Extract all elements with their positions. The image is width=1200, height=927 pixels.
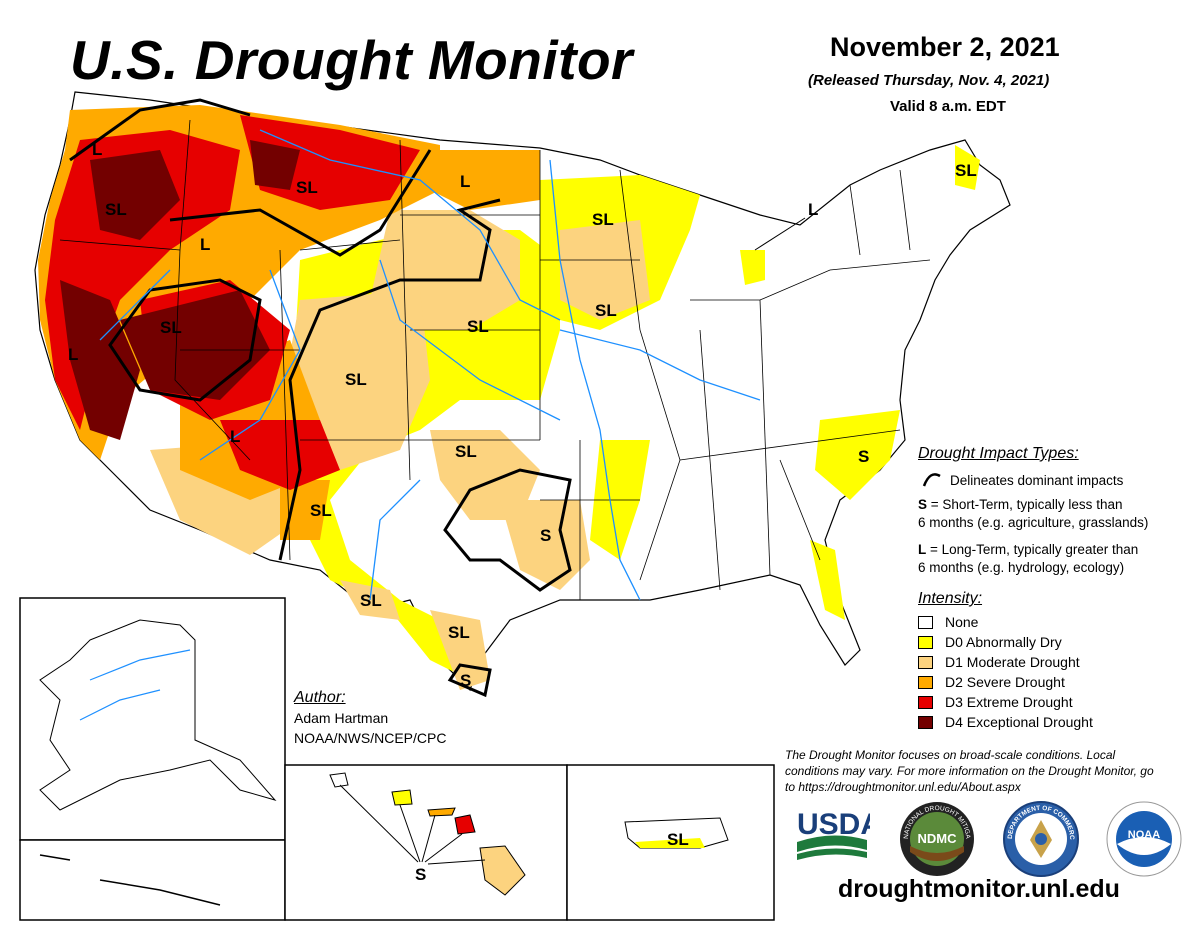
- website-url[interactable]: droughtmonitor.unl.edu: [838, 875, 1120, 903]
- map-label: SL: [345, 370, 367, 389]
- legend-item-none: None: [918, 614, 978, 630]
- map-label: S: [460, 671, 471, 690]
- map-label: S: [540, 526, 551, 545]
- legend-swatch: [918, 615, 933, 629]
- legend-label: D2 Severe Drought: [945, 674, 1065, 690]
- long-term-desc: = Long-Term, typically greater than: [926, 542, 1139, 557]
- map-label: SL: [467, 317, 489, 336]
- puerto-rico-d0: [635, 838, 705, 848]
- map-label: L: [230, 427, 240, 446]
- legend-item-d0: D0 Abnormally Dry: [918, 634, 1062, 650]
- map-date: November 2, 2021: [830, 32, 1060, 62]
- usda-logo: USDA: [797, 808, 870, 860]
- legend-label: None: [945, 614, 979, 630]
- map-label: SL: [360, 591, 382, 610]
- map-label: SL: [448, 623, 470, 642]
- legend-swatch: [918, 655, 933, 669]
- legend-swatch: [918, 715, 933, 729]
- alaska-outline: [39, 619, 277, 811]
- aleutian-islands: [39, 854, 221, 906]
- map-label: SL: [955, 161, 977, 180]
- map-label: SL: [105, 200, 127, 219]
- impact-line-desc: Delineates dominant impacts: [950, 473, 1124, 488]
- map-label: SL: [160, 318, 182, 337]
- author-name: Adam Hartman: [294, 710, 389, 726]
- hawaii-inset-frame: [284, 764, 568, 921]
- legend-item-d2: D2 Severe Drought: [918, 674, 1065, 690]
- legend-swatch: [918, 695, 933, 709]
- impact-boundaries: [69, 98, 572, 698]
- map-label: SL: [592, 210, 614, 229]
- author-heading: Author:: [294, 689, 346, 706]
- legend-item-d4: D4 Exceptional Drought: [918, 714, 1093, 730]
- ndmc-logo-text: NDMC: [918, 831, 958, 846]
- ndmc-logo: NATIONAL DROUGHT MITIGATION CENTER NDMC: [898, 800, 974, 876]
- legend-swatch: [918, 675, 933, 689]
- impact-legend-title: Drought Impact Types:: [918, 445, 1079, 462]
- legend-label: D4 Exceptional Drought: [945, 714, 1093, 730]
- legend-label: D0 Abnormally Dry: [945, 634, 1062, 650]
- map-label: S: [858, 447, 869, 466]
- disclaimer-text: The Drought Monitor focuses on broad-sca…: [785, 748, 1154, 794]
- short-term-desc-2: 6 months (e.g. agriculture, grasslands): [918, 515, 1149, 530]
- map-label: L: [92, 140, 102, 159]
- author-org: NOAA/NWS/NCEP/CPC: [294, 730, 447, 746]
- impact-long-term: L = Long-Term, typically greater than 6 …: [918, 541, 1138, 577]
- map-labels: L SL SL L L SL L SL L SL SL SL SL SL L S…: [68, 140, 977, 884]
- map-label: L: [460, 172, 470, 191]
- state-boundaries: [59, 119, 931, 600]
- valid-time: Valid 8 a.m. EDT: [890, 98, 1006, 115]
- map-label: L: [68, 345, 78, 364]
- release-date: (Released Thursday, Nov. 4, 2021): [808, 72, 1050, 89]
- alaska-rivers: [79, 649, 191, 721]
- long-term-key: L: [918, 542, 927, 557]
- map-label: SL: [310, 501, 332, 520]
- map-label: S: [415, 865, 426, 884]
- noaa-logo-text: NOAA: [1128, 829, 1160, 841]
- hawaii-label-leaders: [339, 784, 486, 865]
- hawaii-islands: [329, 772, 526, 896]
- author-block: Author: Adam Hartman NOAA/NWS/NCEP/CPC: [294, 688, 446, 748]
- legend-label: D1 Moderate Drought: [945, 654, 1080, 670]
- map-title: U.S. Drought Monitor: [70, 29, 633, 91]
- michigan-label-leader: [754, 217, 806, 251]
- short-term-key: S: [918, 497, 928, 512]
- map-label: SL: [667, 830, 689, 849]
- short-term-desc: = Short-Term, typically less than: [927, 497, 1123, 512]
- map-label: SL: [455, 442, 477, 461]
- intensity-legend-title: Intensity:: [918, 590, 983, 607]
- rivers: [99, 129, 761, 601]
- legend-swatch: [918, 635, 933, 649]
- legend-item-d3: D3 Extreme Drought: [918, 694, 1073, 710]
- long-term-desc-2: 6 months (e.g. hydrology, ecology): [918, 560, 1125, 575]
- map-label: L: [200, 235, 210, 254]
- noaa-logo: NOAA: [1106, 801, 1182, 877]
- aleutian-inset-frame: [19, 839, 286, 921]
- legend-item-d1: D1 Moderate Drought: [918, 654, 1080, 670]
- map-label: SL: [595, 301, 617, 320]
- doc-logo: DEPARTMENT OF COMMERCE: [1002, 800, 1079, 877]
- impact-line-symbol: [922, 473, 941, 487]
- impact-short-term: S = Short-Term, typically less than 6 mo…: [918, 496, 1148, 532]
- map-label: SL: [296, 178, 318, 197]
- map-label: L: [808, 200, 818, 219]
- legend-label: D3 Extreme Drought: [945, 694, 1073, 710]
